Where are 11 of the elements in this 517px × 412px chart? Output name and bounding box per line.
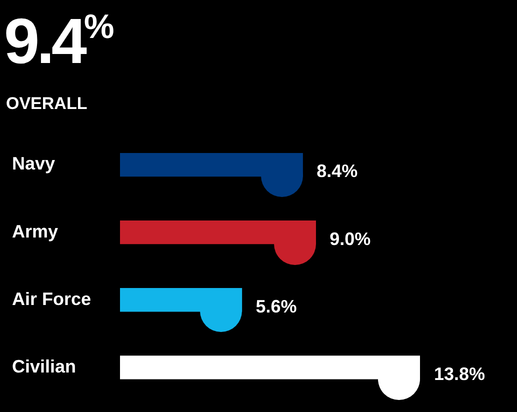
data-label: 13.8% (434, 364, 486, 384)
bar (120, 356, 420, 380)
chart-subtitle: OVERALL (6, 94, 88, 114)
data-label: 8.4% (316, 161, 358, 182)
y-tick-label: Civilian (12, 356, 76, 376)
data-label: 9.0% (330, 228, 371, 249)
chart-title: 9.4$^{%}$ (4, 5, 114, 77)
y-tick-label: Army (12, 221, 58, 242)
y-tick-label: Navy (12, 154, 56, 174)
data-label: 5.6% (256, 296, 297, 316)
y-tick-label: Air Force (12, 288, 92, 309)
